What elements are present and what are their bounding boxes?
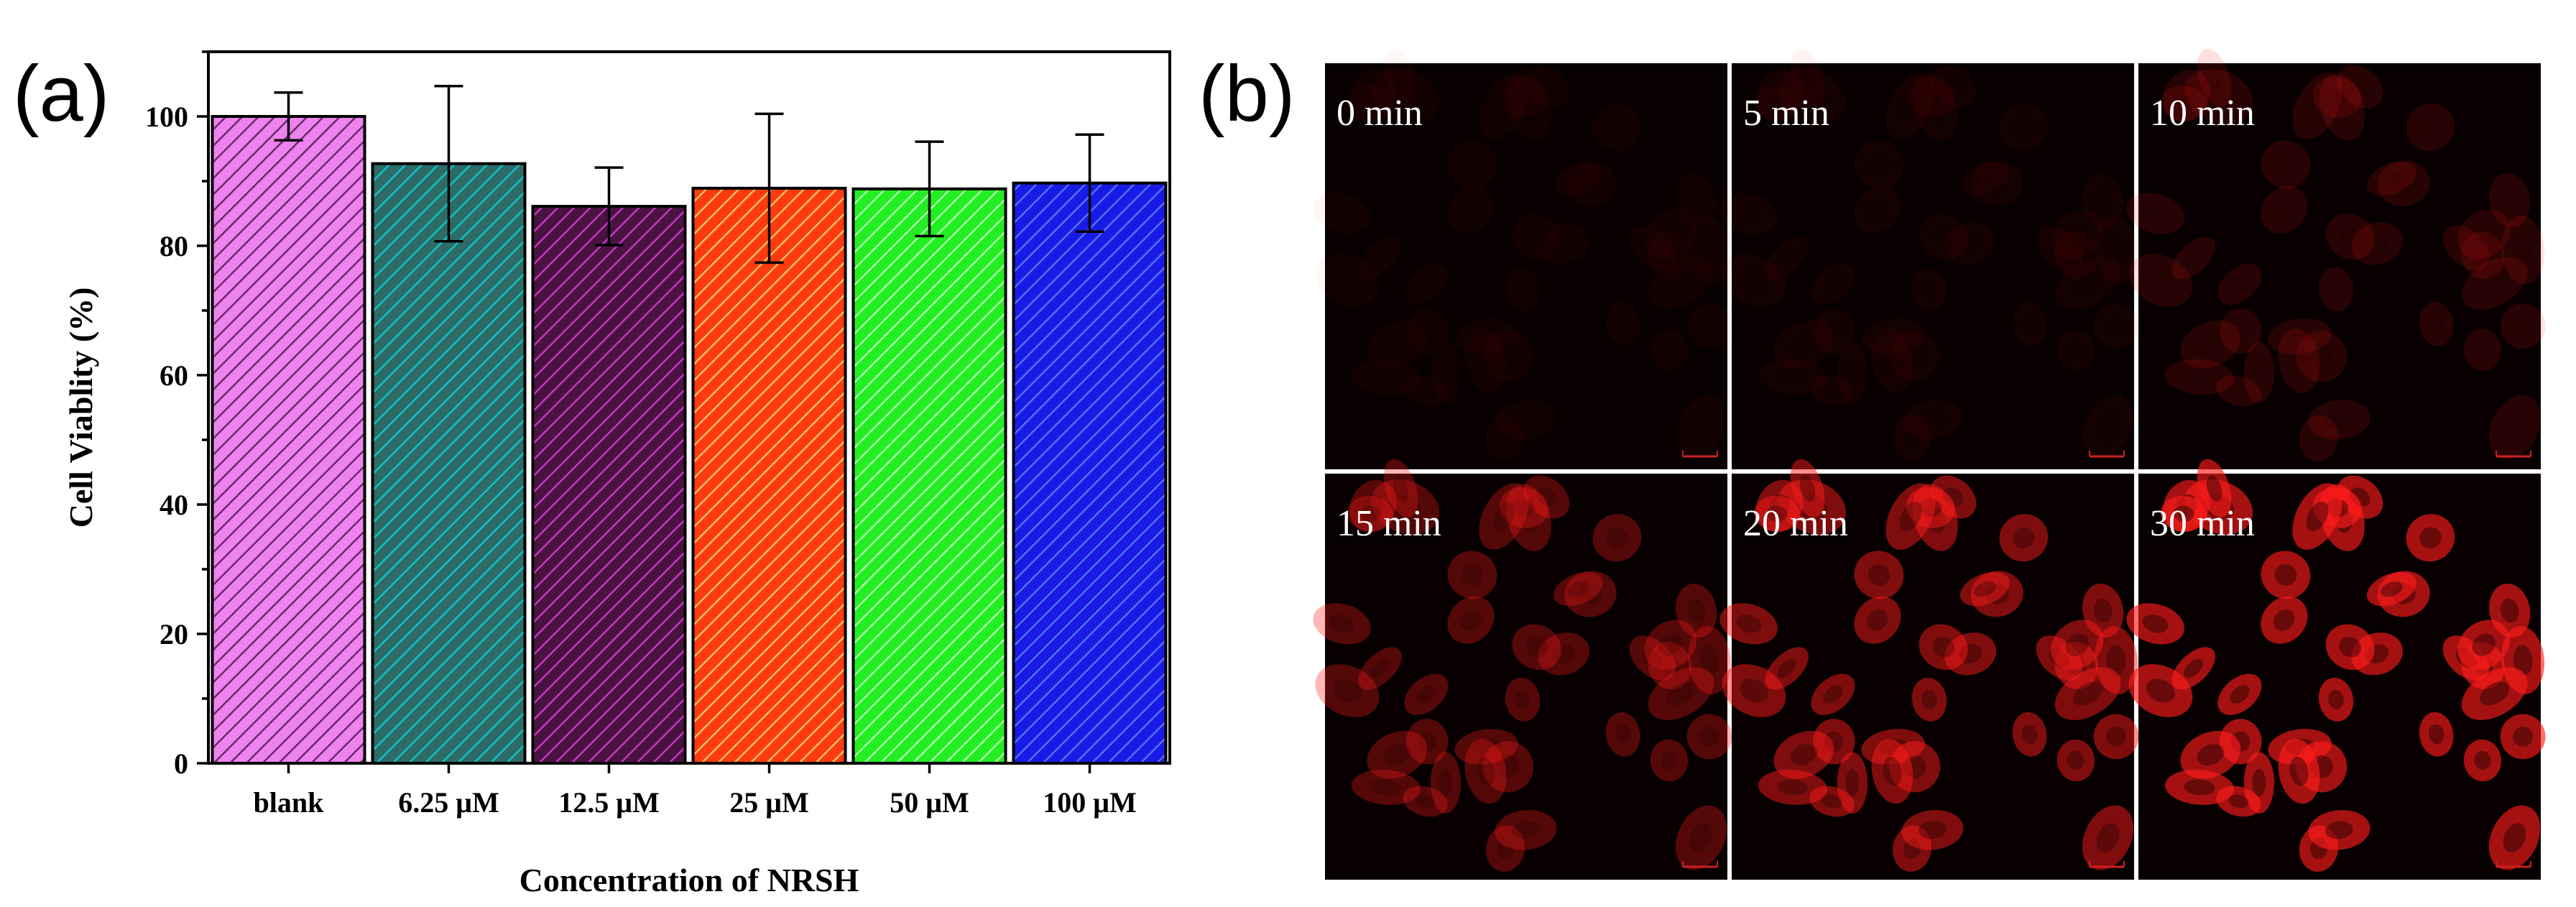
time-label: 5 min xyxy=(1743,93,1829,134)
micrograph-grid: 0 min 5 min 10 min 15 min 20 min 30 min xyxy=(1313,48,2546,884)
plot-frame xyxy=(207,50,1171,765)
time-label: 10 min xyxy=(2150,93,2255,134)
micrograph-tile: 15 min xyxy=(1313,459,1732,880)
scale-bar xyxy=(2089,451,2125,458)
scale-bar xyxy=(2089,861,2125,868)
bar-3 xyxy=(531,205,687,765)
cell-signals xyxy=(1719,459,2139,872)
error-bars xyxy=(274,84,1104,264)
time-label: 20 min xyxy=(1743,503,1848,544)
y-tick-label: 80 xyxy=(160,230,188,262)
cell-signals xyxy=(2126,459,2546,872)
error-bar-1 xyxy=(274,91,303,142)
x-tick-label: 6.25 μM xyxy=(398,786,499,819)
bars xyxy=(211,115,1168,765)
x-axis-title: Concentration of NRSH xyxy=(520,862,859,898)
x-tick-label: 100 μM xyxy=(1043,786,1136,819)
y-axis: 0 20 40 60 80 100 xyxy=(145,50,208,780)
y-tick-label: 100 xyxy=(145,101,188,133)
micrograph-tile: 30 min xyxy=(2126,459,2546,880)
bar-2 xyxy=(371,162,527,765)
micrograph-tile: 10 min xyxy=(2126,48,2546,469)
panel-b-label: (b) xyxy=(1199,50,1295,138)
scale-bar xyxy=(2496,451,2531,458)
panel-a-label: (a) xyxy=(13,50,109,138)
x-tick-label: 12.5 μM xyxy=(558,786,659,819)
cell-signals xyxy=(1719,48,2139,461)
bar-5 xyxy=(851,187,1007,765)
x-tick-label: 50 μM xyxy=(890,786,969,819)
cell-viability-chart: 0 20 40 60 80 100 blank 6.25 μM 12.5 μM 25 μM 50 … xyxy=(63,50,1171,898)
x-tick-label: 25 μM xyxy=(729,786,808,819)
scale-bar xyxy=(1682,451,1718,458)
y-tick-label: 40 xyxy=(160,489,188,521)
error-bar-2 xyxy=(434,84,463,243)
error-bar-4 xyxy=(754,112,784,264)
cell-signals xyxy=(2126,48,2546,461)
y-tick-label: 20 xyxy=(160,618,188,650)
time-label: 30 min xyxy=(2150,503,2255,544)
scale-bar xyxy=(1682,861,1718,868)
bar-4 xyxy=(691,186,847,765)
error-bar-6 xyxy=(1075,133,1104,233)
micrograph-tile: 0 min xyxy=(1325,63,1727,469)
x-tick-label: blank xyxy=(254,786,325,819)
micrograph-tile: 20 min xyxy=(1719,459,2139,880)
cell-signals xyxy=(1313,459,1732,872)
y-axis-title: Cell Viablity (%) xyxy=(63,287,99,528)
scale-bar xyxy=(2496,861,2531,868)
y-tick-label: 0 xyxy=(174,747,188,780)
bar-1 xyxy=(211,115,366,765)
micrograph-tile: 5 min xyxy=(1719,48,2139,469)
error-bar-3 xyxy=(594,166,624,247)
time-label: 0 min xyxy=(1337,93,1423,134)
error-bar-5 xyxy=(915,140,944,238)
time-label: 15 min xyxy=(1337,503,1441,544)
y-tick-label: 60 xyxy=(160,359,188,392)
x-axis: blank 6.25 μM 12.5 μM 25 μM 50 μM 100 μM xyxy=(254,763,1137,819)
bar-6 xyxy=(1012,181,1168,765)
